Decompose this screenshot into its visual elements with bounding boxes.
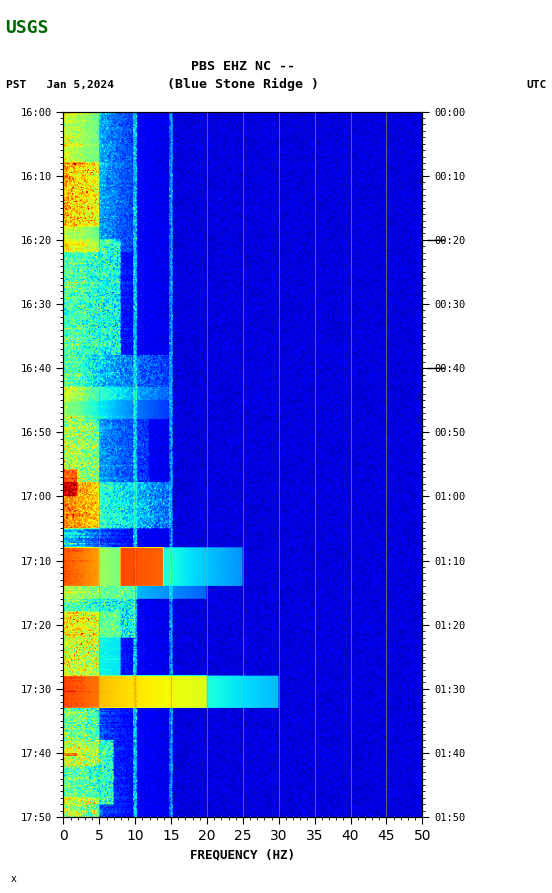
- X-axis label: FREQUENCY (HZ): FREQUENCY (HZ): [190, 848, 295, 862]
- Text: PBS EHZ NC --: PBS EHZ NC --: [191, 61, 295, 73]
- Text: UTC: UTC: [526, 79, 546, 90]
- Text: PST   Jan 5,2024: PST Jan 5,2024: [6, 79, 114, 90]
- Text: (Blue Stone Ridge ): (Blue Stone Ridge ): [167, 79, 319, 91]
- Text: x: x: [11, 874, 17, 884]
- Text: USGS: USGS: [6, 19, 49, 37]
